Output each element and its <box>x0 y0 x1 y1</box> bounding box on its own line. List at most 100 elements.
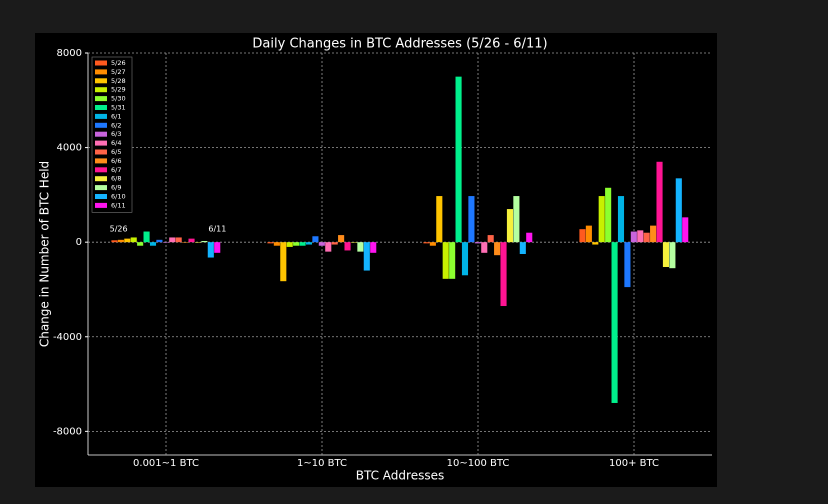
legend-label: 6/1 <box>111 112 121 120</box>
bar <box>630 231 637 243</box>
bar <box>201 240 208 243</box>
bar <box>494 242 501 256</box>
legend-swatch <box>95 69 107 75</box>
bar <box>117 239 124 243</box>
legend-label: 6/9 <box>111 184 121 192</box>
x-tick-label: 0.001~1 BTC <box>133 458 199 469</box>
bar <box>637 230 644 243</box>
bar <box>312 236 319 243</box>
legend-label: 6/4 <box>111 139 121 147</box>
bar <box>325 242 332 252</box>
legend-label: 5/29 <box>111 86 126 94</box>
legend-swatch <box>95 60 107 66</box>
legend-swatch <box>95 194 107 199</box>
legend-label: 6/11 <box>111 201 126 209</box>
y-axis-label: Change in Number of BTC Held <box>38 161 52 347</box>
bar <box>305 242 313 245</box>
bar <box>331 242 338 245</box>
bar <box>130 237 137 243</box>
bar <box>436 196 443 243</box>
bar <box>370 242 377 253</box>
bar <box>429 242 436 246</box>
annotation: 5/26 <box>110 225 128 234</box>
bar <box>611 242 618 403</box>
legend-swatch <box>95 176 107 182</box>
bar <box>293 242 300 246</box>
legend-swatch <box>95 122 107 128</box>
bar <box>662 242 670 268</box>
bar <box>650 225 657 243</box>
legend-label: 6/5 <box>111 148 121 156</box>
y-tick-label: -4000 <box>53 332 82 343</box>
bar <box>643 232 650 243</box>
legend-swatch <box>95 105 107 110</box>
legend-swatch <box>95 131 107 137</box>
bar <box>519 242 526 254</box>
bar <box>598 196 605 243</box>
bar <box>487 235 494 243</box>
legend-swatch <box>95 78 107 84</box>
legend-label: 6/3 <box>111 130 121 138</box>
bar <box>474 242 481 244</box>
bar <box>624 242 631 288</box>
bar <box>280 242 287 282</box>
legend-label: 5/27 <box>111 68 126 76</box>
bar <box>682 217 689 243</box>
bar <box>124 238 131 243</box>
legend-swatch <box>95 167 107 173</box>
bar <box>592 242 599 245</box>
bar <box>669 242 676 269</box>
bar <box>513 196 520 243</box>
bar <box>207 242 214 258</box>
bar <box>137 242 144 246</box>
bar <box>169 237 176 243</box>
bar <box>675 178 682 243</box>
bar <box>468 196 475 243</box>
legend-label: 5/30 <box>111 95 126 103</box>
bar <box>605 187 612 243</box>
legend-swatch <box>95 87 107 93</box>
chart-title: Daily Changes in BTC Addresses (5/26 - 6… <box>252 37 547 52</box>
legend-swatch <box>95 158 107 164</box>
bar <box>156 239 163 243</box>
bar <box>143 231 150 243</box>
x-tick-label: 1~10 BTC <box>297 458 347 469</box>
legend-label: 5/31 <box>111 104 126 112</box>
annotation: 6/11 <box>208 225 226 234</box>
x-axis-label: BTC Addresses <box>356 469 444 483</box>
legend-label: 6/8 <box>111 175 121 183</box>
bar <box>449 242 456 279</box>
bar <box>442 242 449 279</box>
bar <box>506 209 514 243</box>
bar <box>318 242 325 246</box>
bar <box>461 242 469 276</box>
y-tick-label: 8000 <box>57 48 82 59</box>
legend-swatch <box>95 202 107 208</box>
bar <box>182 242 189 243</box>
legend-swatch <box>95 149 107 155</box>
legend-label: 5/28 <box>111 77 126 85</box>
legend-label: 6/2 <box>111 121 121 129</box>
legend-swatch <box>95 96 107 102</box>
bar <box>481 242 488 253</box>
legend-swatch <box>95 185 107 191</box>
bar <box>286 242 293 247</box>
y-tick-label: 0 <box>76 237 82 248</box>
bar <box>585 225 592 243</box>
legend-label: 6/10 <box>111 193 126 201</box>
legend-label: 6/7 <box>111 166 121 174</box>
bar <box>363 242 370 271</box>
x-tick-label: 10~100 BTC <box>447 458 510 469</box>
bar <box>149 242 157 246</box>
bar <box>423 242 430 244</box>
bar <box>500 242 507 307</box>
bar <box>214 242 221 253</box>
bar <box>357 242 364 252</box>
bar <box>188 238 195 243</box>
legend-swatch <box>95 113 107 119</box>
bar <box>273 242 280 246</box>
legend-swatch <box>95 140 107 146</box>
x-tick-label: 100+ BTC <box>609 458 659 469</box>
